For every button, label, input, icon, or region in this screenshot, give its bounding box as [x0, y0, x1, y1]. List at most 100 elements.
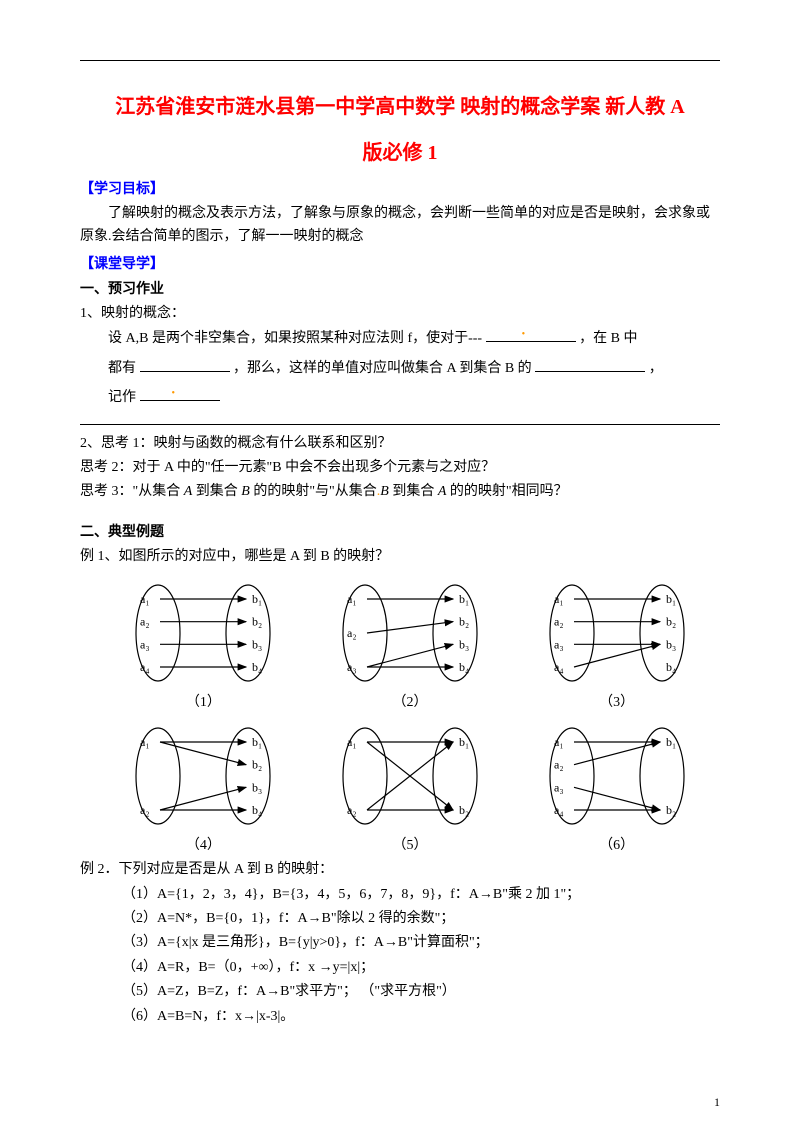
- svg-d6: a₁ a₂ a₃ a₄ b₁ b₂: [537, 721, 697, 831]
- heading-preview: 一、预习作业: [80, 279, 720, 301]
- ex2-3: （3）A={x|x 是三角形}，B={y|y>0}，f：A→B"计算面积"；: [80, 932, 720, 954]
- svg-text:b₄: b₄: [666, 660, 676, 674]
- item1-line2-b: ，那么，这样的单值对应叫做集合 A 到集合 B 的: [233, 361, 532, 376]
- svg-text:b₂: b₂: [459, 803, 469, 817]
- svg-text:b₁: b₁: [252, 592, 262, 606]
- svg-text:b₃: b₃: [666, 638, 676, 652]
- caption-5: （5）: [392, 835, 427, 857]
- diagram-row-1: a₁a₂a₃a₄b₁b₂b₃b₄ （1） a₁a₂a₃b₁b₂b₃b₄ （2） …: [100, 578, 720, 714]
- ex2-1: （1）A={1，2，3，4}，B={3，4，5，6，7，8，9}，f：A→B"乘…: [80, 884, 720, 906]
- ex2-6: （6）A=B=N，f：x→|x-3|。: [80, 1006, 720, 1028]
- item1-line3-a: 记作: [108, 390, 136, 405]
- blank-1: •: [486, 327, 576, 342]
- svg-text:b₁: b₁: [252, 735, 262, 749]
- heading-classroom: 【课堂导学】: [80, 254, 720, 276]
- svg-d4: a₁ a₂ b₁ b₂ b₃ b₄: [123, 721, 283, 831]
- objective-text: 了解映射的概念及表示方法，了解象与原象的概念，会判断一些简单的对应是否是映射，会…: [80, 203, 720, 248]
- item1-title: 1、映射的概念：: [80, 303, 720, 325]
- svg-text:a₃: a₃: [347, 660, 357, 674]
- t3c: 的的映射"与"从集合: [250, 484, 377, 499]
- caption-3: （3）: [599, 692, 634, 714]
- diagram-4: a₁ a₂ b₁ b₂ b₃ b₄ （4）: [123, 721, 283, 857]
- caption-6: （6）: [599, 835, 634, 857]
- t3-B2: B: [380, 484, 389, 499]
- svg-text:a₄: a₄: [554, 660, 564, 674]
- svg-text:b₂: b₂: [459, 615, 469, 629]
- header-rule: [80, 60, 720, 61]
- think2: 思考 2：对于 A 中的"任一元素"B 中会不会出现多个元素与之对应？: [80, 457, 720, 479]
- blank-3: [535, 357, 645, 372]
- svg-text:a₁: a₁: [347, 735, 357, 749]
- t3-A1: A: [184, 484, 193, 499]
- diagram-5: a₁ a₂ b₁ b₂ （5）: [330, 721, 490, 857]
- separator: [80, 424, 720, 425]
- blank-2: [140, 357, 230, 372]
- item2: 2、思考 1：映射与函数的概念有什么联系和区别？: [80, 433, 720, 455]
- svg-text:a₄: a₄: [140, 660, 150, 674]
- svg-text:b₄: b₄: [252, 660, 262, 674]
- svg-text:a₂: a₂: [140, 803, 150, 817]
- svg-text:b₂: b₂: [666, 615, 676, 629]
- ex2-head: 例 2．下列对应是否是从 A 到 B 的映射：: [80, 859, 720, 881]
- svg-text:a₂: a₂: [347, 803, 357, 817]
- svg-d2: a₁ a₂ a₃ b₁ b₂ b₃ b₄: [330, 578, 490, 688]
- t3e: 的的映射"相同吗？: [446, 484, 567, 499]
- blank-4: •: [140, 386, 220, 401]
- t3d: 到集合: [389, 484, 438, 499]
- diagram-6: a₁ a₂ a₃ a₄ b₁ b₂ （6）: [537, 721, 697, 857]
- svg-text:a₁: a₁: [554, 592, 564, 606]
- think3: 思考 3："从集合 A 到集合 B 的的映射"与"从集合.B 到集合 A 的的映…: [80, 481, 720, 503]
- svg-text:b₄: b₄: [459, 660, 469, 674]
- svg-text:a₂: a₂: [140, 615, 150, 629]
- svg-text:a₁: a₁: [347, 592, 357, 606]
- svg-text:a₂: a₂: [554, 615, 564, 629]
- diagram-3: a₁ a₂ a₃ a₄ b₁ b₂ b₃ b₄ （3）: [537, 578, 697, 714]
- item1-line1-a: 设 A,B 是两个非空集合，如果按照某种对应法则 f，使对于---: [108, 331, 482, 346]
- svg-d3: a₁ a₂ a₃ a₄ b₁ b₂ b₃ b₄: [537, 578, 697, 688]
- ex2-2: （2）A=N*，B={0，1}，f：A→B"除以 2 得的余数"；: [80, 908, 720, 930]
- svg-text:a₁: a₁: [140, 592, 150, 606]
- item1-line2: 都有 ，那么，这样的单值对应叫做集合 A 到集合 B 的 ，: [80, 357, 720, 380]
- page-number: 1: [714, 1093, 720, 1112]
- svg-d5: a₁ a₂ b₁ b₂: [330, 721, 490, 831]
- svg-text:b₄: b₄: [252, 803, 262, 817]
- ex1: 例 1、如图所示的对应中，哪些是 A 到 B 的映射？: [80, 546, 720, 568]
- item1-line2-c: ，: [649, 361, 663, 376]
- svg-text:a₃: a₃: [140, 638, 150, 652]
- svg-text:a₄: a₄: [554, 803, 564, 817]
- svg-text:b₂: b₂: [252, 615, 262, 629]
- diagram-1: a₁ a₂ a₃ a₄ b₁ b₂ b₃ b₄ （1）: [123, 578, 283, 714]
- caption-2: （2）: [392, 692, 427, 714]
- doc-title-1: 江苏省淮安市涟水县第一中学高中数学 映射的概念学案 新人教 A: [80, 91, 720, 123]
- ex2-5: （5）A=Z，B=Z，f：A→B"求平方"； （"求平方根"）: [80, 981, 720, 1003]
- svg-text:a₃: a₃: [554, 780, 564, 794]
- svg-text:a₂: a₂: [554, 758, 564, 772]
- diagram-row-2: a₁ a₂ b₁ b₂ b₃ b₄ （4） a₁ a₂ b₁ b₂ （5） a₁ a₂ a₃ a₄ b₁…: [100, 721, 720, 857]
- svg-text:b₃: b₃: [252, 638, 262, 652]
- ex2-4: （4）A=R，B=（0，+∞），f：x →y=|x|；: [80, 957, 720, 979]
- svg-text:b₁: b₁: [666, 592, 676, 606]
- svg-text:b₁: b₁: [459, 592, 469, 606]
- item1-line1-b: ，在 B 中: [579, 331, 637, 346]
- item1-line3: 记作 •: [80, 386, 720, 409]
- svg-text:a₂: a₂: [347, 626, 357, 640]
- svg-text:b₃: b₃: [252, 780, 262, 794]
- svg-text:b₁: b₁: [459, 735, 469, 749]
- doc-title-2: 版必修 1: [80, 137, 720, 169]
- item1-line2-a: 都有: [108, 361, 136, 376]
- t3a: 思考 3："从集合: [80, 484, 184, 499]
- item1-line1: 设 A,B 是两个非空集合，如果按照某种对应法则 f，使对于--- • ，在 B…: [80, 327, 720, 350]
- svg-text:b₃: b₃: [459, 638, 469, 652]
- heading-examples: 二、典型例题: [80, 522, 720, 544]
- svg-text:b₂: b₂: [252, 758, 262, 772]
- heading-objective: 【学习目标】: [80, 179, 720, 201]
- svg-text:b₂: b₂: [666, 803, 676, 817]
- svg-text:a₃: a₃: [554, 638, 564, 652]
- t3b: 到集合: [192, 484, 241, 499]
- svg-text:a₁: a₁: [140, 735, 150, 749]
- caption-4: （4）: [186, 835, 221, 857]
- svg-d1: a₁ a₂ a₃ a₄ b₁ b₂ b₃ b₄: [123, 578, 283, 688]
- svg-text:b₁: b₁: [666, 735, 676, 749]
- caption-1: （1）: [186, 692, 221, 714]
- svg-text:a₁: a₁: [554, 735, 564, 749]
